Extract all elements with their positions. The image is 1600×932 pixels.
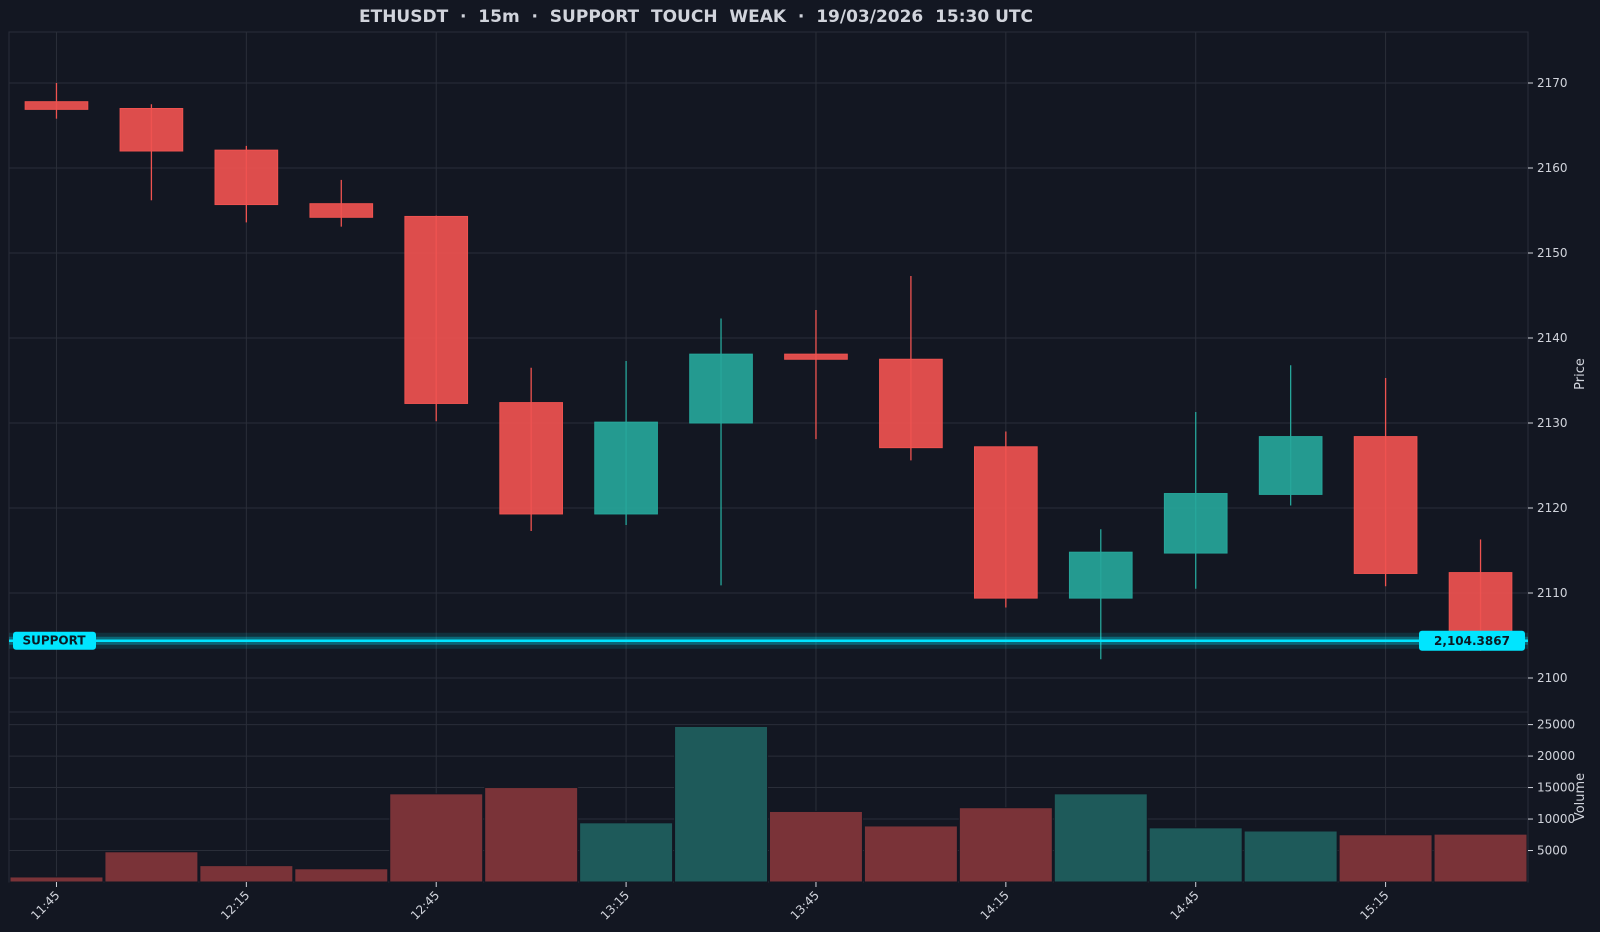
volume-axis-title: Volume — [1573, 773, 1588, 821]
candle-body — [24, 101, 89, 110]
volume-bar — [389, 793, 484, 883]
volume-bar — [579, 822, 674, 883]
candle-body — [974, 446, 1038, 599]
volume-bar — [958, 807, 1053, 883]
candle-body — [879, 358, 943, 449]
volume-bar — [1243, 830, 1338, 883]
volume-bar — [199, 865, 294, 883]
candle-body — [594, 421, 658, 515]
volume-bar — [674, 725, 768, 883]
volume-bar — [1053, 793, 1148, 883]
grid-layer — [8, 31, 1529, 883]
volume-bar — [1433, 833, 1528, 883]
support-badge-label: SUPPORT — [22, 634, 86, 648]
candle-body — [214, 149, 279, 206]
volume-layer — [9, 725, 1528, 883]
candle-body — [1448, 572, 1513, 641]
support-layer: SUPPORT 2,104.3867 — [9, 630, 1528, 651]
candle-body — [784, 353, 848, 360]
candle-body — [404, 215, 469, 404]
candle-body — [499, 402, 563, 515]
volume-bar — [863, 825, 958, 883]
candle-body — [689, 353, 753, 424]
volume-tick-label: 10000 — [1537, 812, 1575, 826]
candle-body — [1353, 436, 1418, 574]
volume-tick-label: 5000 — [1537, 844, 1568, 858]
candle-layer — [24, 83, 1513, 660]
volume-bar — [484, 787, 579, 883]
volume-bar — [769, 810, 863, 883]
price-axis-title: Price — [1573, 358, 1588, 390]
volume-bar — [1148, 827, 1243, 883]
support-value-badge — [1419, 630, 1525, 651]
volume-bar — [104, 851, 199, 883]
candle-body — [1163, 493, 1228, 554]
chart-title: ETHUSDT · 15m · SUPPORT TOUCH WEAK · 19/… — [359, 7, 1033, 27]
volume-bar — [1338, 834, 1433, 883]
price-tick-label: 2170 — [1537, 76, 1568, 90]
volume-tick-label: 25000 — [1537, 718, 1575, 732]
candle-body — [309, 203, 374, 218]
price-tick-label: 2130 — [1537, 416, 1568, 430]
price-tick-label: 2160 — [1537, 161, 1568, 175]
volume-bar — [294, 868, 389, 883]
volume-bar — [9, 876, 104, 883]
price-tick-label: 2100 — [1537, 671, 1568, 685]
volume-tick-label: 15000 — [1537, 781, 1575, 795]
support-value-label: 2,104.3867 — [1434, 634, 1510, 648]
support-badge — [13, 631, 96, 650]
price-tick-label: 2110 — [1537, 586, 1568, 600]
candle-body — [1068, 551, 1133, 599]
price-tick-label: 2120 — [1537, 501, 1568, 515]
volume-tick-label: 20000 — [1537, 749, 1575, 763]
price-tick-label: 2140 — [1537, 331, 1568, 345]
price-tick-label: 2150 — [1537, 246, 1568, 260]
candle-body — [119, 108, 184, 152]
volume-pane-frame — [8, 711, 1529, 883]
candle-body — [1258, 436, 1323, 495]
